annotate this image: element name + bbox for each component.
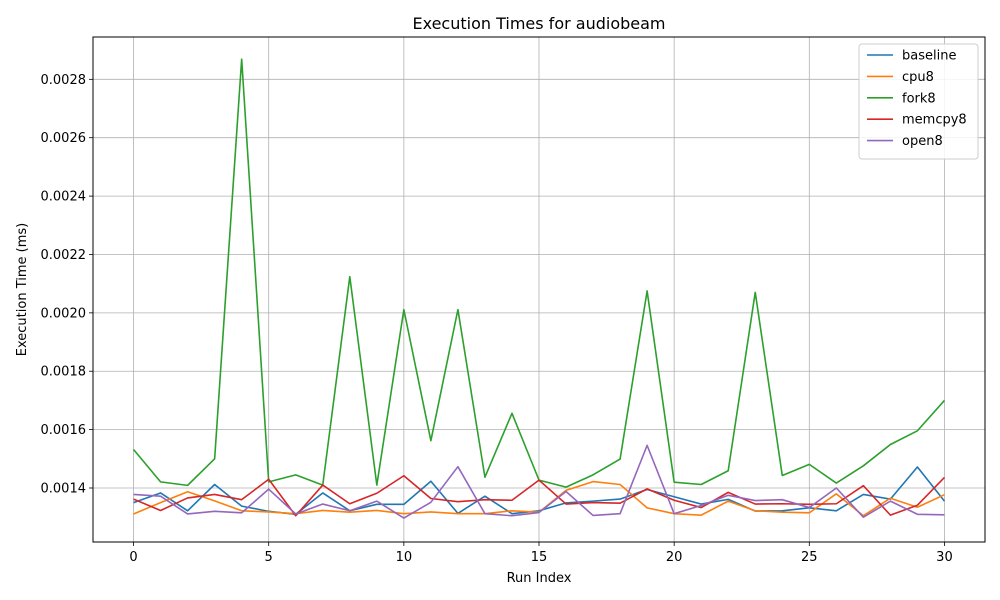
- series-lines: [132, 58, 946, 519]
- chart-title: Execution Times for audiobeam: [413, 14, 666, 33]
- x-axis-label: Run Index: [507, 571, 572, 586]
- legend-label: cpu8: [902, 70, 934, 85]
- x-tick-label: 15: [531, 550, 548, 565]
- x-tick-label: 0: [129, 550, 137, 565]
- x-tick-label: 20: [666, 550, 683, 565]
- x-axis-ticks: 0 5 10 15 20 25 30: [129, 542, 953, 565]
- y-tick-label: 0.0028: [41, 73, 87, 88]
- series-line-open8: [133, 444, 945, 519]
- y-tick-label: 0.0018: [41, 365, 87, 380]
- legend-box: [858, 43, 979, 160]
- y-tick-label: 0.0026: [41, 131, 87, 146]
- y-tick-label: 0.0022: [41, 248, 87, 263]
- y-tick-label: 0.0014: [41, 481, 87, 496]
- legend-label: baseline: [902, 49, 956, 64]
- legend-label: memcpy8: [902, 113, 967, 128]
- legend-label: fork8: [902, 91, 936, 106]
- x-tick-label: 30: [936, 550, 953, 565]
- x-tick-label: 10: [396, 550, 413, 565]
- legend-label: open8: [902, 134, 943, 149]
- x-tick-label: 5: [265, 550, 273, 565]
- series-line-memcpy8: [133, 474, 946, 517]
- legend: baseline cpu8 fork8 memcpy8 open8: [858, 43, 979, 160]
- grid: [93, 37, 985, 542]
- x-tick-label: 25: [801, 550, 818, 565]
- y-axis-label: Execution Time (ms): [15, 223, 30, 356]
- y-tick-label: 0.0024: [41, 190, 87, 205]
- y-tick-label: 0.0020: [41, 306, 87, 321]
- y-tick-label: 0.0016: [41, 423, 87, 438]
- y-axis-ticks: 0.0014 0.0016 0.0018 0.0020 0.0022 0.0024 0.00…: [41, 73, 93, 496]
